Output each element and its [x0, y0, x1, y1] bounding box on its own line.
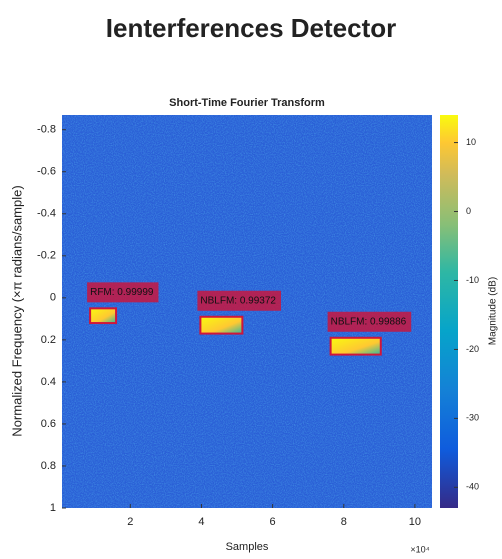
y-tick-label: 0.2 [41, 334, 56, 346]
y-axis-label: Normalized Frequency (×π radians/sample) [9, 185, 24, 436]
colorbar-tick-label: 0 [466, 206, 471, 216]
colorbar-tick-label: -30 [466, 413, 479, 423]
y-tick-label: 0 [50, 292, 56, 304]
detection-box [199, 315, 244, 335]
detection-label: NBLFM: 0.99372 [200, 295, 276, 306]
colorbar-tick-label: -20 [466, 344, 479, 354]
x-tick-label: 2 [127, 516, 133, 528]
x-multiplier: ×10⁴ [410, 544, 429, 554]
y-tick-label: -0.8 [37, 124, 56, 136]
colorbar-label: Magnitude (dB) [488, 277, 499, 345]
y-tick-label: 0.6 [41, 418, 56, 430]
colorbar-tick-label: 10 [466, 137, 476, 147]
y-tick-label: 0.8 [41, 460, 56, 472]
y-tick-label: -0.4 [37, 208, 56, 220]
detection-label-bg [327, 311, 412, 332]
colorbar-tick-label: -10 [466, 275, 479, 285]
detection-box [89, 307, 118, 325]
y-tick-label: 1 [50, 502, 56, 514]
app-title: Ienterferences Detector [106, 13, 396, 43]
x-tick-label: 4 [198, 516, 204, 528]
x-tick-label: 8 [341, 516, 347, 528]
detection-label: NBLFM: 0.99886 [331, 316, 407, 327]
chart-title: Short-Time Fourier Transform [169, 97, 325, 109]
detection-label-bg [197, 290, 282, 311]
detection-box [329, 336, 382, 356]
detection-label-bg [87, 282, 159, 303]
x-tick-label: 10 [409, 516, 421, 528]
x-axis-label: Samples [226, 541, 269, 553]
colorbar-tick-label: -40 [466, 482, 479, 492]
detection-label: RFM: 0.99999 [90, 287, 154, 298]
spectrogram-noise [62, 115, 432, 508]
y-tick-label: -0.2 [37, 250, 56, 262]
y-tick-label: -0.6 [37, 166, 56, 178]
y-tick-label: 0.4 [41, 376, 56, 388]
x-tick-label: 6 [270, 516, 276, 528]
colorbar [440, 115, 458, 508]
